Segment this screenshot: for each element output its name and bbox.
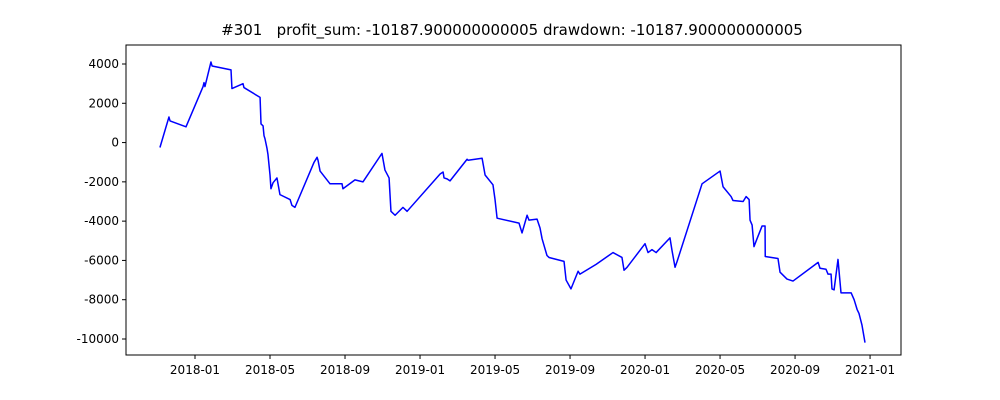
x-tick-label: 2020-05	[695, 363, 745, 377]
x-tick-label: 2019-09	[545, 363, 595, 377]
x-tick-label: 2018-05	[245, 363, 295, 377]
y-tick-label: -8000	[84, 293, 119, 307]
x-tick-label: 2019-01	[395, 363, 445, 377]
y-tick-label: -6000	[84, 253, 119, 267]
chart-title: #301 profit_sum: -10187.900000000005 dra…	[221, 21, 803, 40]
y-tick-label: 4000	[88, 57, 119, 71]
y-tick-label: -4000	[84, 214, 119, 228]
series-line	[159, 61, 866, 343]
y-tick-label: -2000	[84, 175, 119, 189]
plot-frame	[125, 44, 902, 356]
x-tick-label: 2018-09	[320, 363, 370, 377]
x-tick-label: 2021-01	[845, 363, 895, 377]
y-tick-label: 0	[111, 136, 119, 150]
x-tick-label: 2018-01	[170, 363, 220, 377]
x-tick-label: 2020-09	[770, 363, 820, 377]
y-tick-label: 2000	[88, 96, 119, 110]
x-tick-label: 2020-01	[620, 363, 670, 377]
x-tick-label: 2019-05	[470, 363, 520, 377]
y-tick-label: -10000	[76, 332, 119, 346]
